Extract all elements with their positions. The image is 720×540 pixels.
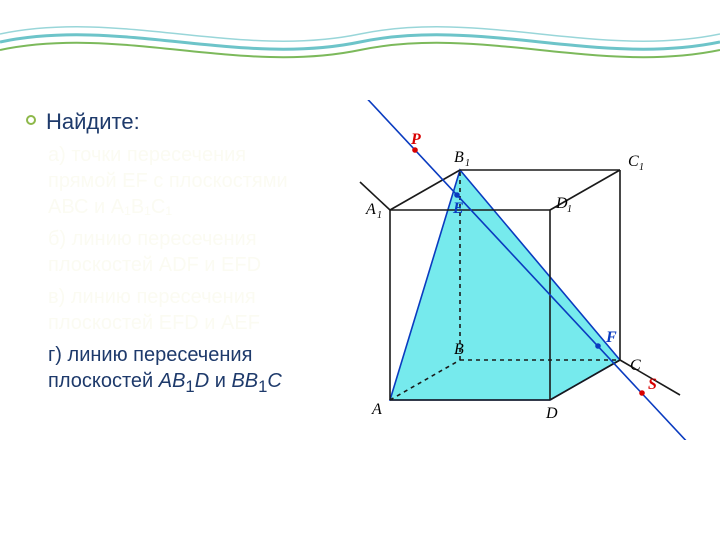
svg-text:A: A xyxy=(371,401,382,418)
svg-text:E: E xyxy=(452,200,464,217)
item-a-l2: прямой EF с плоскостями xyxy=(48,170,288,192)
wave-3 xyxy=(0,27,720,41)
svg-text:B: B xyxy=(454,341,464,358)
svg-text:1: 1 xyxy=(465,158,470,169)
item-b: б) линию пересечения плоскостей ADF и EF… xyxy=(48,226,346,278)
svg-text:A: A xyxy=(365,201,376,218)
bullet-icon xyxy=(26,115,36,125)
item-v-letter: в) xyxy=(48,286,65,308)
svg-text:C: C xyxy=(630,357,641,374)
item-g-l1: линию пересечения xyxy=(68,344,253,366)
svg-text:C: C xyxy=(628,153,639,170)
wave-1 xyxy=(0,35,720,49)
item-g-letter: г) xyxy=(48,344,62,366)
svg-text:1: 1 xyxy=(567,204,572,215)
item-v-l1: линию пересечения xyxy=(71,286,256,308)
svg-text:B: B xyxy=(454,149,464,166)
item-g-l2: плоскостей AB1D и BB1C xyxy=(48,370,282,392)
question-title: Найдите: xyxy=(46,108,140,136)
header-wave xyxy=(0,12,720,72)
item-b-l1: линию пересечения xyxy=(72,228,257,250)
svg-text:1: 1 xyxy=(639,162,644,173)
cube-diagram: ADCBA1D1C1B1EFPS xyxy=(340,100,720,440)
item-v-l2: плоскостей EFD и AEF xyxy=(48,312,260,334)
svg-text:1: 1 xyxy=(377,210,382,221)
item-b-l2: плоскостей ADF и EFD xyxy=(48,254,261,276)
item-b-letter: б) xyxy=(48,228,66,250)
item-a-letter: а) xyxy=(48,144,66,166)
svg-text:S: S xyxy=(648,376,657,393)
svg-text:D: D xyxy=(545,405,558,422)
svg-text:P: P xyxy=(410,131,421,148)
question-column: Найдите: а) точки пересечения прямой EF … xyxy=(26,108,346,403)
item-a-l1: точки пересечения xyxy=(71,144,246,166)
wave-2 xyxy=(0,43,720,57)
item-a-l3: АВС и А₁В₁С₁ xyxy=(48,196,172,218)
item-v: в) линию пересечения плоскостей EFD и AE… xyxy=(48,284,346,336)
svg-text:F: F xyxy=(605,329,617,346)
item-a: а) точки пересечения прямой EF с плоскос… xyxy=(48,142,346,220)
item-g: г) линию пересечения плоскостей AB1D и B… xyxy=(48,342,346,398)
title-row: Найдите: xyxy=(26,108,346,136)
